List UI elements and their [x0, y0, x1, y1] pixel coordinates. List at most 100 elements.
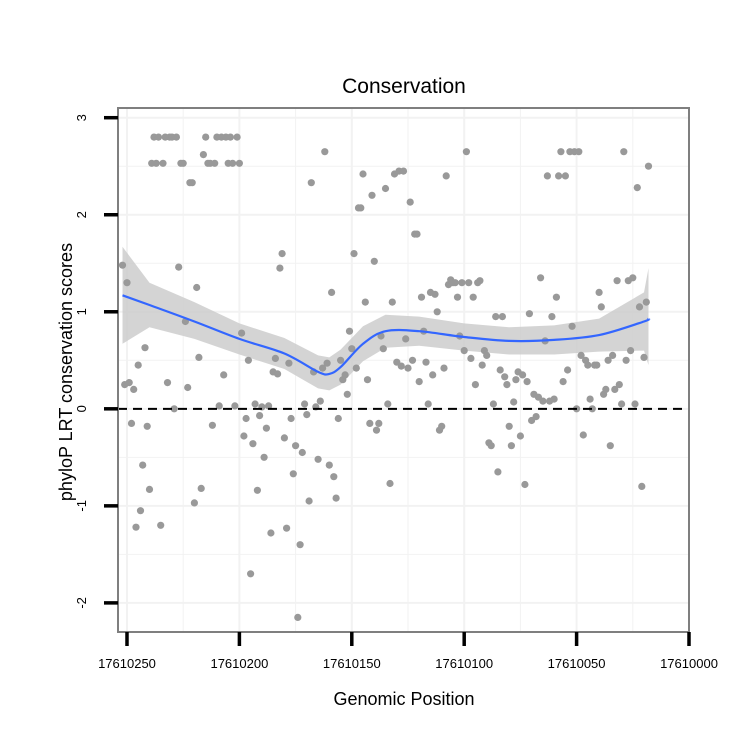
data-point	[458, 279, 466, 287]
data-point	[431, 290, 439, 298]
data-point	[635, 303, 644, 311]
data-point	[208, 421, 216, 429]
confidence-ribbon-layer	[122, 246, 649, 391]
data-point	[366, 419, 374, 427]
data-point	[334, 414, 342, 423]
data-point	[440, 364, 448, 372]
data-point	[597, 303, 605, 311]
x-tick-label: 17610050	[548, 656, 606, 671]
data-point	[519, 371, 527, 379]
data-point	[548, 313, 556, 321]
x-tick-label: 17610200	[210, 656, 268, 671]
data-point	[644, 162, 653, 170]
data-point	[343, 390, 351, 398]
data-point	[492, 313, 500, 321]
data-point	[613, 277, 621, 285]
data-point	[633, 184, 641, 192]
data-point	[136, 507, 145, 515]
data-point	[242, 414, 250, 423]
data-point	[638, 482, 646, 490]
data-point	[406, 198, 414, 206]
data-point	[584, 361, 592, 369]
data-point	[525, 310, 534, 318]
data-point	[469, 293, 477, 301]
data-point	[516, 432, 525, 440]
data-point	[283, 524, 291, 532]
data-point	[130, 385, 138, 393]
data-point	[154, 133, 163, 141]
x-axis: 17610250 17610200 17610150 17610100 17610050…	[98, 632, 718, 671]
data-point	[350, 250, 358, 258]
data-point	[629, 274, 637, 282]
data-point	[363, 376, 372, 384]
data-point	[294, 613, 302, 622]
data-point	[298, 448, 306, 457]
data-point	[328, 288, 336, 296]
data-point	[134, 361, 142, 369]
data-point	[577, 351, 585, 359]
data-point	[152, 159, 160, 167]
data-point	[348, 345, 356, 353]
data-point	[615, 381, 623, 389]
data-point	[622, 356, 630, 364]
data-point	[172, 133, 180, 141]
data-point	[271, 354, 279, 362]
data-point	[141, 344, 149, 352]
data-point	[402, 335, 410, 343]
data-point	[523, 378, 531, 386]
data-point	[462, 148, 470, 156]
data-point	[559, 378, 567, 386]
data-point	[323, 359, 331, 367]
data-point	[285, 359, 293, 367]
data-point	[235, 159, 243, 167]
data-point	[244, 356, 252, 364]
x-tick-label: 17610100	[435, 656, 493, 671]
data-point	[274, 370, 282, 378]
data-point	[550, 395, 558, 403]
data-point	[586, 395, 594, 403]
data-point	[429, 371, 437, 379]
data-point	[287, 414, 295, 423]
data-point	[170, 405, 178, 413]
data-point	[595, 288, 603, 296]
data-point	[532, 413, 540, 421]
data-point	[642, 298, 650, 306]
data-point	[453, 293, 462, 301]
data-point	[496, 366, 504, 374]
panel-border	[117, 107, 690, 633]
data-point	[229, 159, 237, 167]
data-point	[215, 402, 223, 410]
data-point	[501, 373, 509, 381]
data-point	[123, 279, 131, 287]
data-point	[332, 494, 340, 502]
data-point	[593, 361, 601, 369]
smooth-line	[122, 294, 651, 376]
data-point	[510, 398, 518, 406]
data-point	[604, 356, 612, 364]
data-point	[233, 133, 241, 141]
data-point	[471, 381, 479, 389]
data-point	[202, 133, 210, 141]
data-point	[361, 298, 369, 306]
data-point	[494, 468, 502, 476]
data-point	[220, 371, 228, 379]
y-tick-label: -2	[74, 597, 89, 609]
data-point	[211, 159, 219, 167]
data-point	[193, 283, 201, 292]
data-point	[359, 170, 367, 178]
data-point	[195, 353, 203, 361]
y-axis: -2 -1 0 1 2 3	[74, 114, 118, 609]
data-point	[620, 148, 628, 156]
data-point	[381, 184, 390, 193]
data-point	[561, 172, 570, 180]
data-point	[139, 461, 147, 469]
data-point	[555, 172, 563, 180]
data-point	[451, 279, 459, 287]
data-point	[552, 293, 561, 301]
data-point	[301, 400, 309, 408]
data-point	[157, 521, 165, 529]
data-point	[575, 148, 583, 156]
data-point	[278, 250, 286, 258]
